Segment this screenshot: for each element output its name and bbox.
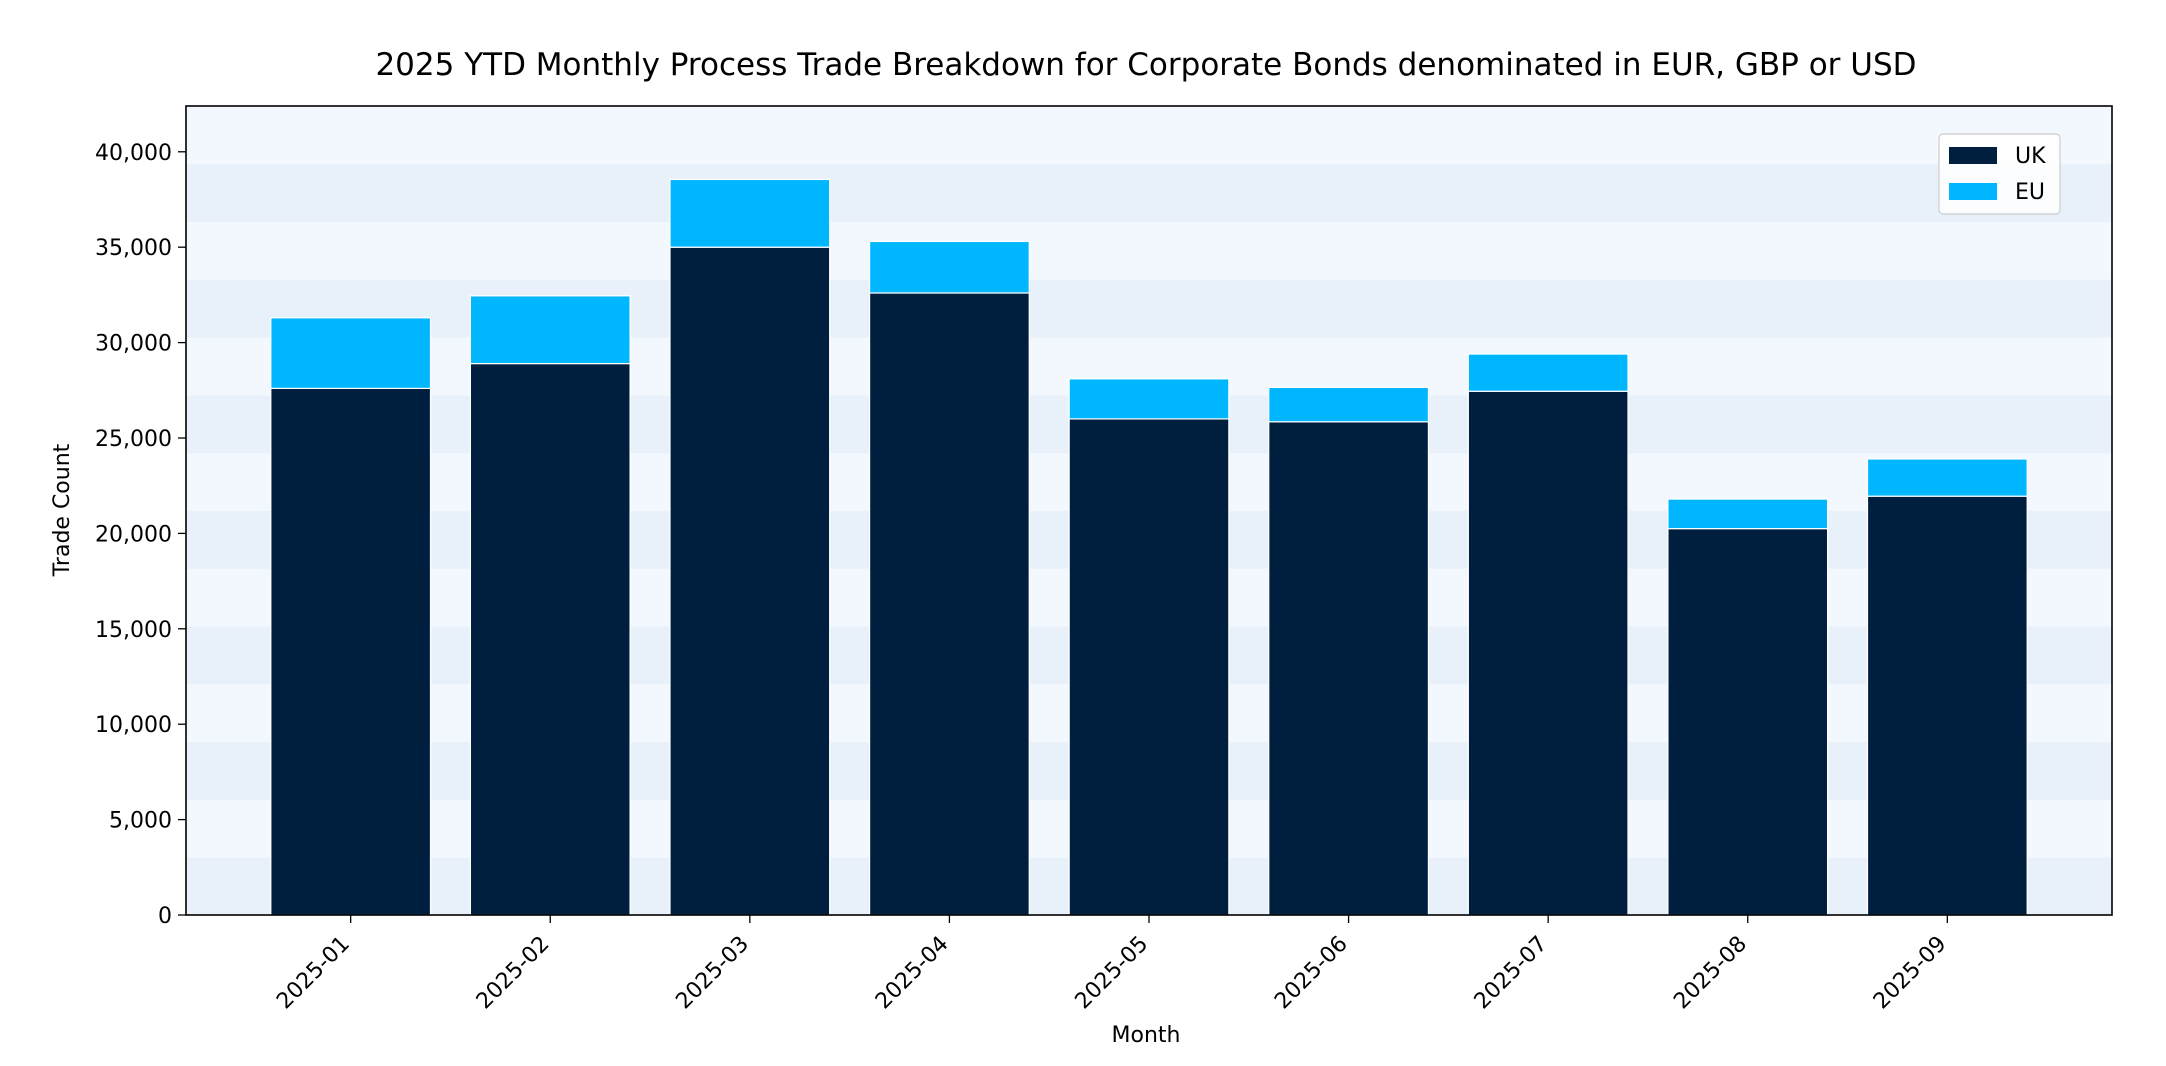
- y-tick-label: 35,000: [95, 236, 172, 261]
- legend-label-eu: EU: [2015, 180, 2045, 205]
- x-tick-label: 2025-05: [1071, 932, 1154, 1015]
- x-tick-label: 2025-01: [272, 932, 355, 1015]
- bar-eu-2025-02: [469, 295, 631, 365]
- y-tick-label: 20,000: [95, 522, 172, 547]
- x-tick-label: 2025-08: [1669, 932, 1752, 1015]
- bar-uk-2025-09: [1866, 495, 2028, 916]
- legend-swatch-uk: [1949, 147, 1997, 164]
- x-tick-label: 2025-03: [671, 932, 754, 1015]
- y-tick-label: 15,000: [95, 618, 172, 643]
- x-tick-label: 2025-09: [1869, 932, 1952, 1015]
- y-tick-label: 25,000: [95, 427, 172, 452]
- y-tick-label: 40,000: [95, 141, 172, 166]
- bar-eu-2025-06: [1268, 386, 1430, 423]
- background-band: [186, 106, 2112, 165]
- background-band: [186, 163, 2112, 223]
- bar-uk-2025-08: [1667, 528, 1829, 916]
- y-tick-label: 30,000: [95, 332, 172, 357]
- x-tick-label: 2025-02: [472, 932, 555, 1015]
- bar-eu-2025-08: [1667, 498, 1829, 530]
- y-axis-label: Trade Count: [50, 443, 75, 577]
- bar-eu-2025-09: [1866, 458, 2028, 497]
- bar-uk-2025-05: [1068, 418, 1230, 916]
- plot-frame: [185, 105, 2113, 916]
- y-tick-label: 5,000: [109, 809, 172, 834]
- x-tick-label: 2025-07: [1470, 932, 1553, 1015]
- bar-uk-2025-07: [1467, 390, 1629, 916]
- y-tick-label: 10,000: [95, 713, 172, 738]
- y-tick-label: 0: [158, 904, 172, 929]
- bar-eu-2025-01: [270, 317, 432, 389]
- legend: UK EU: [1938, 133, 2061, 215]
- plot-area: 2025-01 2025-02 2025-03 2025-04 2025-05 2025-…: [95, 105, 2113, 1015]
- bar-uk-2025-01: [270, 387, 432, 916]
- background-band: [186, 221, 2112, 280]
- bar-uk-2025-02: [469, 362, 631, 916]
- bar-uk-2025-06: [1268, 421, 1430, 916]
- x-tick-label: 2025-04: [871, 932, 954, 1015]
- legend-swatch-eu: [1949, 183, 1997, 200]
- x-tick-label: 2025-06: [1270, 932, 1353, 1015]
- bar-uk-2025-04: [868, 292, 1030, 916]
- bar-eu-2025-04: [868, 240, 1030, 294]
- legend-label-uk: UK: [2015, 144, 2046, 169]
- bar-uk-2025-03: [669, 246, 831, 916]
- bar-eu-2025-03: [669, 178, 831, 248]
- bar-eu-2025-05: [1068, 378, 1230, 420]
- bar-eu-2025-07: [1467, 353, 1629, 392]
- chart-title: 2025 YTD Monthly Process Trade Breakdown…: [375, 47, 1916, 83]
- x-axis-label: Month: [1112, 1023, 1181, 1048]
